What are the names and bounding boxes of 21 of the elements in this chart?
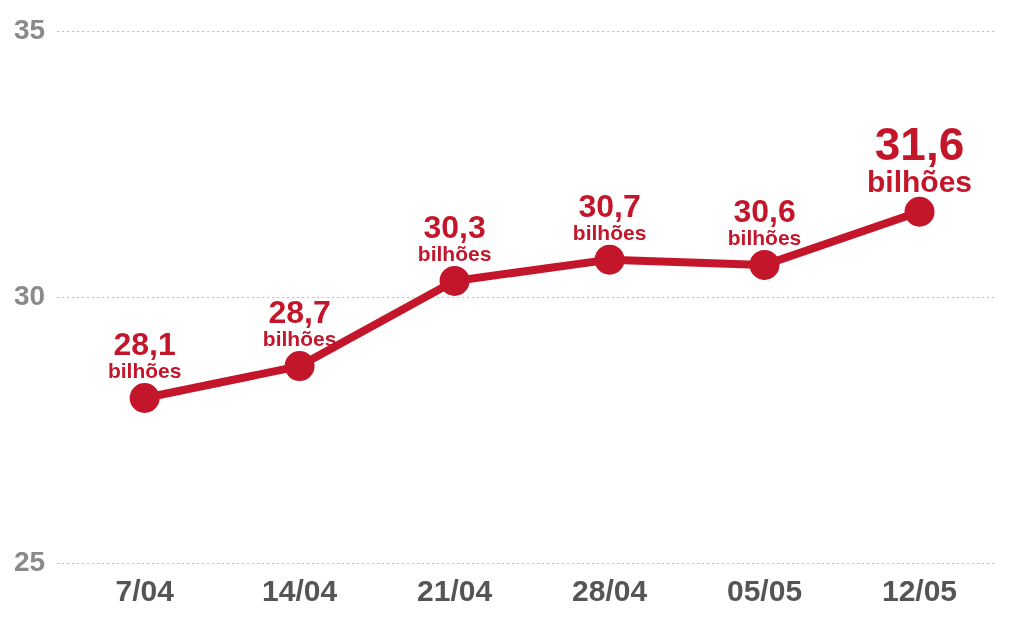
x-tick-label: 7/04	[115, 574, 175, 608]
y-tick-label: 30	[13, 279, 46, 311]
x-tick-label: 14/04	[262, 574, 338, 608]
x-tick-label: 21/04	[417, 574, 493, 608]
x-tick-label: 12/05	[881, 574, 958, 608]
x-tick-label: 28/04	[572, 574, 648, 608]
text: 30,6 bilhões	[727, 192, 802, 249]
y-tick-label: 35	[13, 13, 46, 45]
text: 30,7 bilhões	[572, 187, 647, 244]
point	[439, 265, 470, 296]
point	[129, 383, 160, 414]
x-tick-label: 05/05	[727, 574, 803, 608]
text: 28,1 bilhões	[107, 326, 182, 383]
text: 30,3 bilhões	[417, 208, 492, 265]
point	[594, 244, 625, 275]
point	[749, 249, 780, 280]
text: 31,6 bilhões	[867, 117, 973, 198]
y-tick-label: 25	[13, 545, 46, 577]
point	[284, 351, 315, 382]
point	[904, 196, 935, 227]
text: 28,7 bilhões	[262, 294, 337, 351]
